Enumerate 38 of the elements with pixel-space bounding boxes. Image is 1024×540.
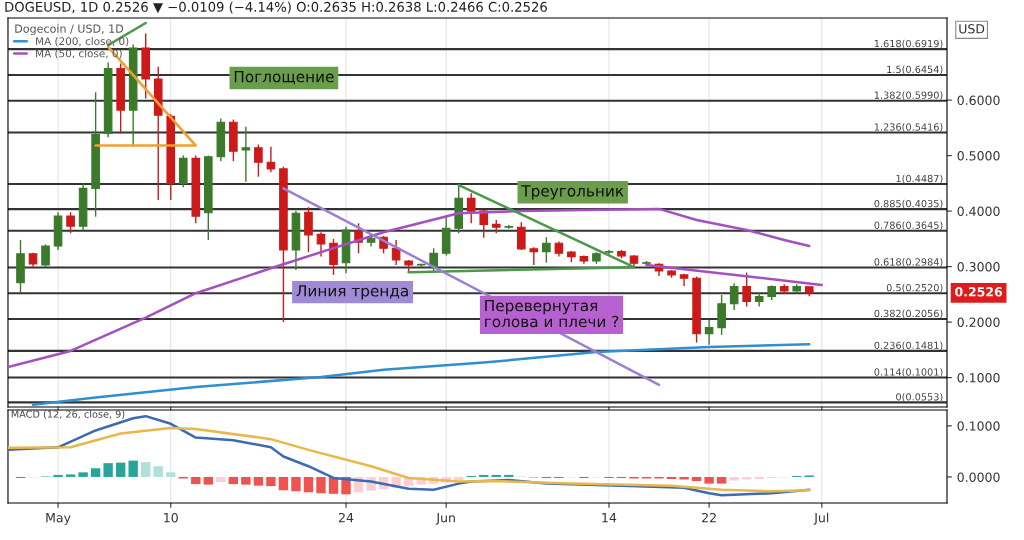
x-tick-label: 10	[164, 512, 178, 523]
ref-line-label: 1(0.4487)	[896, 174, 943, 184]
y-tick-label: 0.2000	[957, 317, 1000, 328]
ref-line-label: 0.114(0.1001)	[874, 368, 943, 377]
annotation: Треугольник	[521, 185, 624, 200]
ref-line-label: 1.236(0.5416)	[874, 123, 943, 132]
x-tick-label: Jul	[813, 512, 829, 525]
ref-line-label: 1.382(0.5990)	[874, 91, 943, 100]
y-tick-label: 0.5000	[957, 151, 1000, 161]
x-tick-label: Jun	[435, 513, 455, 525]
ref-line-label: 0.382(0.2056)	[874, 309, 943, 319]
y-tick-label: 0.1000	[957, 373, 1000, 383]
y-tick-label: 0.3000	[957, 262, 1000, 272]
ref-line-label: 1.618(0.6919)	[874, 39, 943, 49]
y-tick-label: 0.1000	[957, 421, 1000, 431]
text: 0.2526	[955, 287, 1003, 297]
annotation: Поглощение	[234, 70, 334, 85]
legend-title: Dogecoin / USD, 1D	[15, 24, 124, 35]
y-tick-label: 0.0000	[957, 472, 1000, 482]
chart-title: MACD (12, 26, close, 9)	[11, 410, 125, 419]
x-tick-label: 14	[602, 513, 617, 523]
y-tick-label: 0.6000	[957, 95, 1000, 106]
y-axis-title: USD	[959, 24, 985, 34]
x-tick-label: 22	[702, 512, 716, 523]
y-tick-label: 0.4000	[957, 206, 1000, 217]
ref-line-label: 0.618(0.2984)	[874, 258, 943, 267]
ref-line-label: 1.5(0.6454)	[887, 65, 943, 75]
ref-line-label: 0(0.0553)	[896, 392, 943, 402]
ref-line-label: 0.885(0.4035)	[874, 199, 943, 209]
chart-title: DOGEUSD, 1D 0.2526 ▼ −0.0109 (−4.14%) O:0.2635 H:0.2638 L:0.2466 C:0.2526	[5, 1, 547, 14]
ref-line-label: 0.786(0.3645)	[874, 221, 943, 231]
ref-line-label: 0.5(0.2520)	[886, 283, 943, 293]
annotation: Перевернутая голова и плечи ?	[485, 299, 619, 328]
x-tick-label: 24	[338, 512, 354, 523]
x-tick-label: May	[46, 513, 71, 525]
ref-line-label: 0.236(0.1481)	[874, 341, 943, 351]
legend-label: MA (200, close, 0)	[36, 37, 129, 47]
annotation: Линия тренда	[296, 285, 408, 300]
